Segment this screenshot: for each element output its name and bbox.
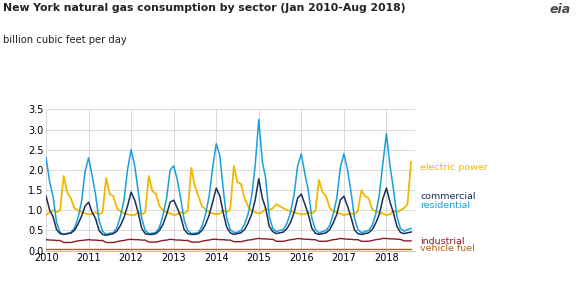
- Text: commercial: commercial: [420, 192, 476, 201]
- Text: eia: eia: [549, 3, 570, 16]
- Text: New York natural gas consumption by sector (Jan 2010-Aug 2018): New York natural gas consumption by sect…: [3, 3, 406, 13]
- Text: industrial: industrial: [420, 237, 465, 246]
- Text: residential: residential: [420, 201, 471, 210]
- Text: vehicle fuel: vehicle fuel: [420, 245, 475, 253]
- Text: electric power: electric power: [420, 163, 488, 173]
- Text: billion cubic feet per day: billion cubic feet per day: [3, 35, 127, 45]
